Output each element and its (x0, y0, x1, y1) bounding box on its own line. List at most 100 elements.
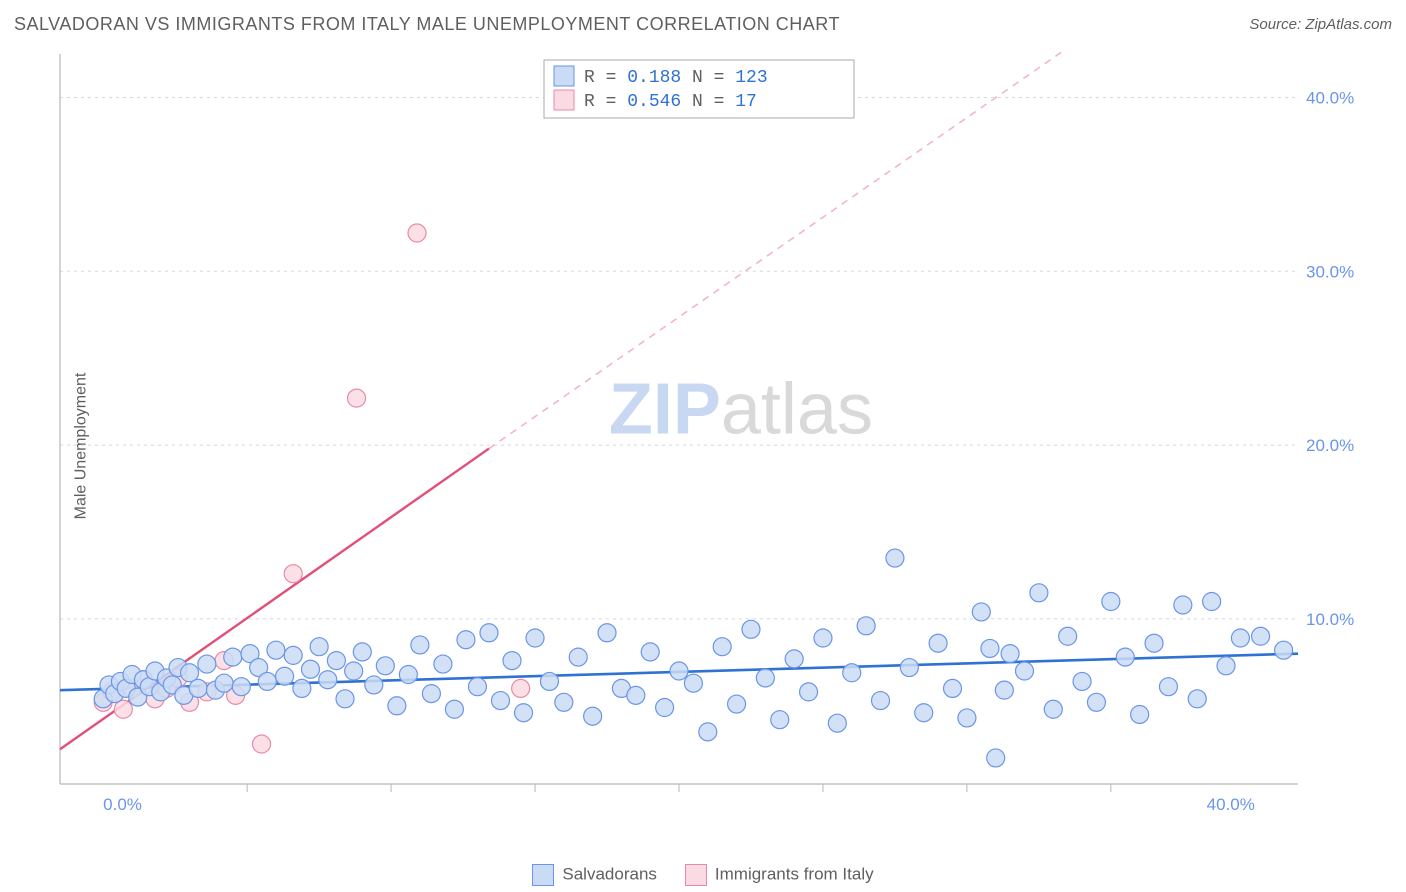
scatter-point-salvadorans (728, 695, 746, 713)
scatter-point-salvadorans (1275, 641, 1293, 659)
scatter-point-salvadorans (336, 690, 354, 708)
source-prefix: Source: (1249, 16, 1305, 33)
scatter-point-salvadorans (1102, 593, 1120, 611)
scatter-point-salvadorans (284, 646, 302, 664)
scatter-point-salvadorans (267, 641, 285, 659)
scatter-point-italy (408, 224, 426, 242)
scatter-point-salvadorans (198, 655, 216, 673)
scatter-point-salvadorans (445, 700, 463, 718)
scatter-point-salvadorans (900, 659, 918, 677)
scatter-point-salvadorans (515, 704, 533, 722)
scatter-point-salvadorans (699, 723, 717, 741)
scatter-point-salvadorans (457, 631, 475, 649)
scatter-point-salvadorans (1231, 629, 1249, 647)
scatter-point-salvadorans (353, 643, 371, 661)
y-tick-label: 40.0% (1306, 88, 1354, 107)
scatter-point-salvadorans (434, 655, 452, 673)
scatter-point-salvadorans (310, 638, 328, 656)
scatter-point-salvadorans (785, 650, 803, 668)
scatter-point-salvadorans (1145, 634, 1163, 652)
scatter-point-italy (114, 700, 132, 718)
legend-item-salvadorans: Salvadorans (532, 864, 657, 886)
y-tick-label: 30.0% (1306, 262, 1354, 281)
bottom-legend: Salvadorans Immigrants from Italy (0, 864, 1406, 886)
scatter-point-salvadorans (981, 639, 999, 657)
scatter-point-salvadorans (742, 620, 760, 638)
scatter-point-salvadorans (569, 648, 587, 666)
scatter-point-salvadorans (224, 648, 242, 666)
scatter-point-salvadorans (468, 678, 486, 696)
legend-label-salvadorans: Salvadorans (562, 864, 657, 883)
scatter-point-salvadorans (814, 629, 832, 647)
scatter-point-salvadorans (365, 676, 383, 694)
legend-item-italy: Immigrants from Italy (685, 864, 874, 886)
scatter-point-salvadorans (399, 666, 417, 684)
stats-row: R = 0.546 N = 17 (584, 92, 757, 112)
scatter-point-salvadorans (1015, 662, 1033, 680)
x-tick-label: 0.0% (103, 795, 142, 814)
scatter-point-salvadorans (929, 634, 947, 652)
scatter-point-salvadorans (684, 674, 702, 692)
watermark: ZIPatlas (609, 370, 873, 450)
scatter-point-salvadorans (345, 662, 363, 680)
scatter-point-salvadorans (656, 699, 674, 717)
chart-title: SALVADORAN VS IMMIGRANTS FROM ITALY MALE… (14, 14, 840, 35)
legend-swatch-salvadorans (532, 864, 554, 886)
scatter-point-salvadorans (641, 643, 659, 661)
scatter-point-salvadorans (1059, 627, 1077, 645)
scatter-point-salvadorans (1217, 657, 1235, 675)
scatter-point-salvadorans (713, 638, 731, 656)
scatter-point-salvadorans (411, 636, 429, 654)
legend-swatch-italy (685, 864, 707, 886)
scatter-point-salvadorans (1073, 672, 1091, 690)
scatter-point-salvadorans (319, 671, 337, 689)
scatter-point-salvadorans (215, 674, 233, 692)
scatter-point-salvadorans (491, 692, 509, 710)
chart-area: 10.0%20.0%30.0%40.0%0.0%40.0%ZIPatlasR =… (56, 50, 1390, 840)
scatter-point-salvadorans (1001, 645, 1019, 663)
scatter-point-salvadorans (1116, 648, 1134, 666)
scatter-point-salvadorans (276, 667, 294, 685)
scatter-point-salvadorans (1131, 705, 1149, 723)
scatter-point-salvadorans (886, 549, 904, 567)
scatter-point-italy (253, 735, 271, 753)
scatter-point-salvadorans (1174, 596, 1192, 614)
scatter-point-salvadorans (422, 685, 440, 703)
stats-row: R = 0.188 N = 123 (584, 68, 768, 88)
scatter-point-salvadorans (771, 711, 789, 729)
scatter-point-salvadorans (944, 679, 962, 697)
scatter-point-salvadorans (995, 681, 1013, 699)
scatter-point-salvadorans (232, 678, 250, 696)
scatter-point-salvadorans (258, 672, 276, 690)
scatter-point-salvadorans (958, 709, 976, 727)
scatter-point-salvadorans (1203, 593, 1221, 611)
scatter-point-italy (284, 565, 302, 583)
scatter-point-salvadorans (828, 714, 846, 732)
scatter-point-salvadorans (972, 603, 990, 621)
scatter-point-salvadorans (301, 660, 319, 678)
source-name: ZipAtlas.com (1305, 16, 1392, 33)
scatter-point-salvadorans (627, 686, 645, 704)
scatter-point-salvadorans (189, 679, 207, 697)
scatter-point-salvadorans (503, 652, 521, 670)
source-attribution: Source: ZipAtlas.com (1249, 16, 1392, 33)
scatter-point-salvadorans (1188, 690, 1206, 708)
scatter-point-salvadorans (915, 704, 933, 722)
scatter-point-salvadorans (1087, 693, 1105, 711)
scatter-point-salvadorans (1159, 678, 1177, 696)
scatter-point-salvadorans (800, 683, 818, 701)
scatter-point-salvadorans (540, 672, 558, 690)
scatter-point-italy (348, 389, 366, 407)
scatter-point-salvadorans (670, 662, 688, 680)
scatter-point-italy (512, 679, 530, 697)
scatter-point-salvadorans (843, 664, 861, 682)
scatter-point-salvadorans (526, 629, 544, 647)
scatter-point-salvadorans (555, 693, 573, 711)
scatter-point-salvadorans (584, 707, 602, 725)
scatter-point-salvadorans (327, 652, 345, 670)
y-tick-label: 10.0% (1306, 610, 1354, 629)
scatter-point-salvadorans (388, 697, 406, 715)
scatter-point-salvadorans (987, 749, 1005, 767)
y-tick-label: 20.0% (1306, 436, 1354, 455)
scatter-point-salvadorans (1252, 627, 1270, 645)
